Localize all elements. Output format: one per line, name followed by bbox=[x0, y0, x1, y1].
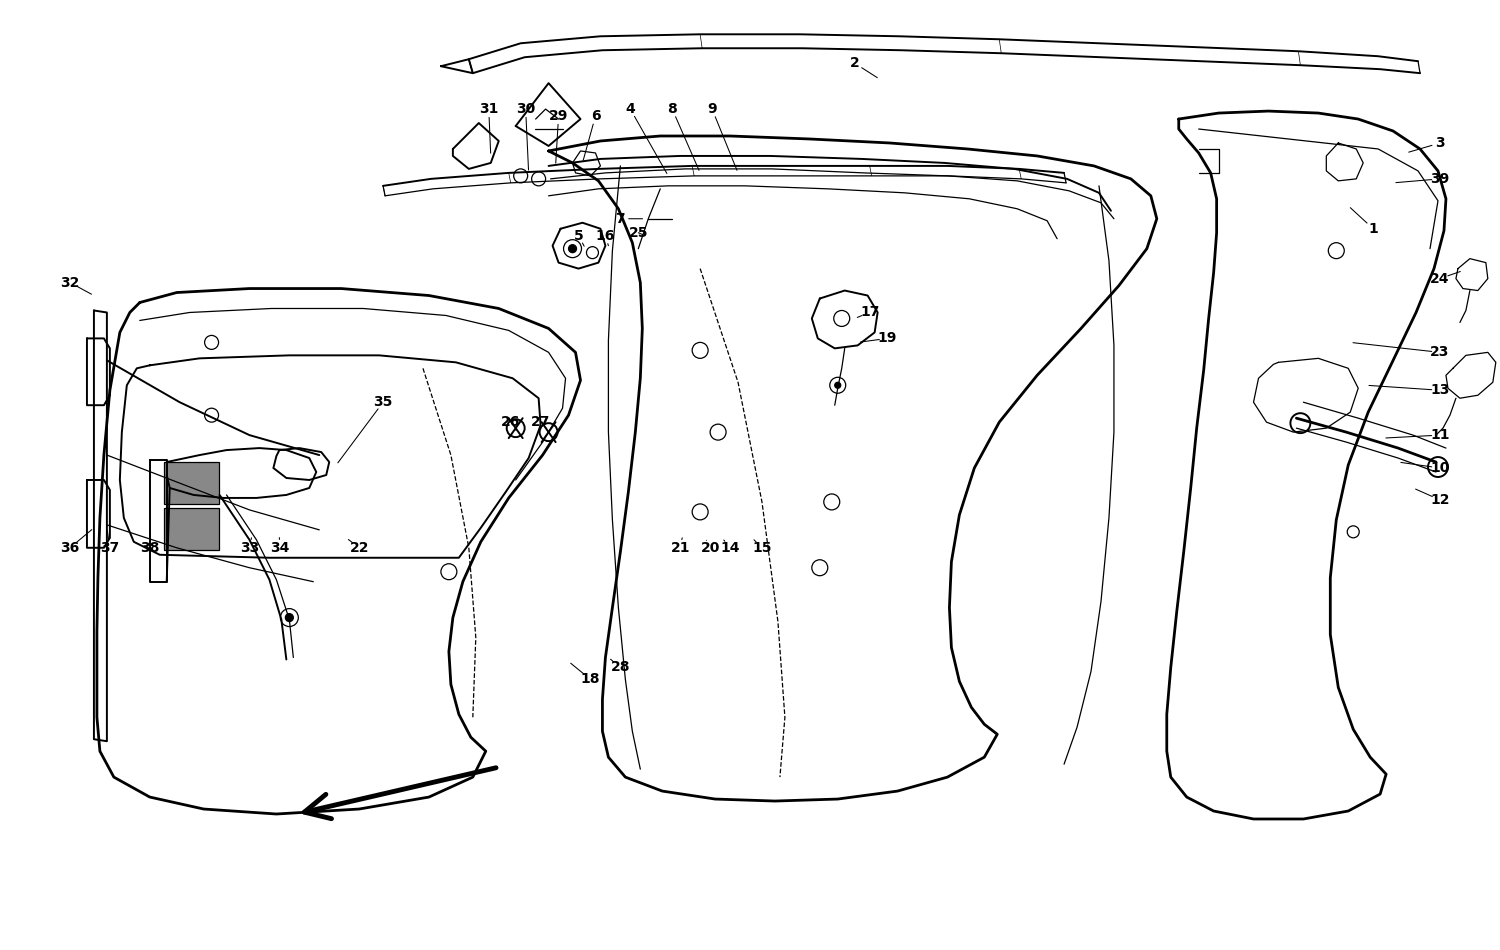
Text: 29: 29 bbox=[549, 109, 568, 124]
Text: 8: 8 bbox=[668, 102, 676, 116]
Text: 31: 31 bbox=[478, 102, 498, 116]
Bar bbox=[164, 508, 219, 550]
Text: 26: 26 bbox=[501, 415, 520, 429]
Text: 11: 11 bbox=[1430, 428, 1449, 442]
Text: 36: 36 bbox=[60, 541, 80, 555]
Circle shape bbox=[568, 245, 576, 253]
Text: 19: 19 bbox=[878, 332, 897, 346]
Text: 33: 33 bbox=[240, 541, 260, 555]
Text: 15: 15 bbox=[752, 541, 771, 555]
Text: 1: 1 bbox=[1368, 221, 1378, 236]
Text: 16: 16 bbox=[596, 229, 615, 242]
Text: 18: 18 bbox=[580, 673, 600, 687]
Text: 38: 38 bbox=[140, 541, 159, 555]
Text: 25: 25 bbox=[628, 226, 648, 239]
Text: 23: 23 bbox=[1431, 346, 1449, 359]
Text: 28: 28 bbox=[610, 660, 630, 674]
Text: 30: 30 bbox=[516, 102, 536, 116]
Text: 34: 34 bbox=[270, 541, 290, 555]
Text: 13: 13 bbox=[1431, 383, 1449, 397]
Text: 24: 24 bbox=[1430, 272, 1449, 286]
Text: 22: 22 bbox=[350, 541, 369, 555]
Text: 17: 17 bbox=[859, 306, 879, 319]
Text: 39: 39 bbox=[1431, 172, 1449, 186]
Text: 7: 7 bbox=[615, 212, 626, 226]
Text: 14: 14 bbox=[720, 541, 740, 555]
Text: 3: 3 bbox=[1436, 136, 1444, 150]
Text: 9: 9 bbox=[708, 102, 717, 116]
Text: 10: 10 bbox=[1431, 461, 1449, 475]
Text: 5: 5 bbox=[573, 229, 584, 242]
Text: 20: 20 bbox=[700, 541, 720, 555]
Text: 32: 32 bbox=[60, 276, 80, 290]
Text: 37: 37 bbox=[100, 541, 120, 555]
Circle shape bbox=[285, 614, 294, 621]
Text: 21: 21 bbox=[670, 541, 690, 555]
Text: 12: 12 bbox=[1430, 493, 1449, 507]
Text: 27: 27 bbox=[531, 415, 550, 429]
Text: 2: 2 bbox=[850, 56, 859, 70]
Circle shape bbox=[836, 382, 840, 389]
Text: 4: 4 bbox=[626, 102, 634, 116]
Bar bbox=[164, 462, 219, 504]
Text: 35: 35 bbox=[374, 395, 393, 409]
Text: 6: 6 bbox=[591, 109, 600, 124]
